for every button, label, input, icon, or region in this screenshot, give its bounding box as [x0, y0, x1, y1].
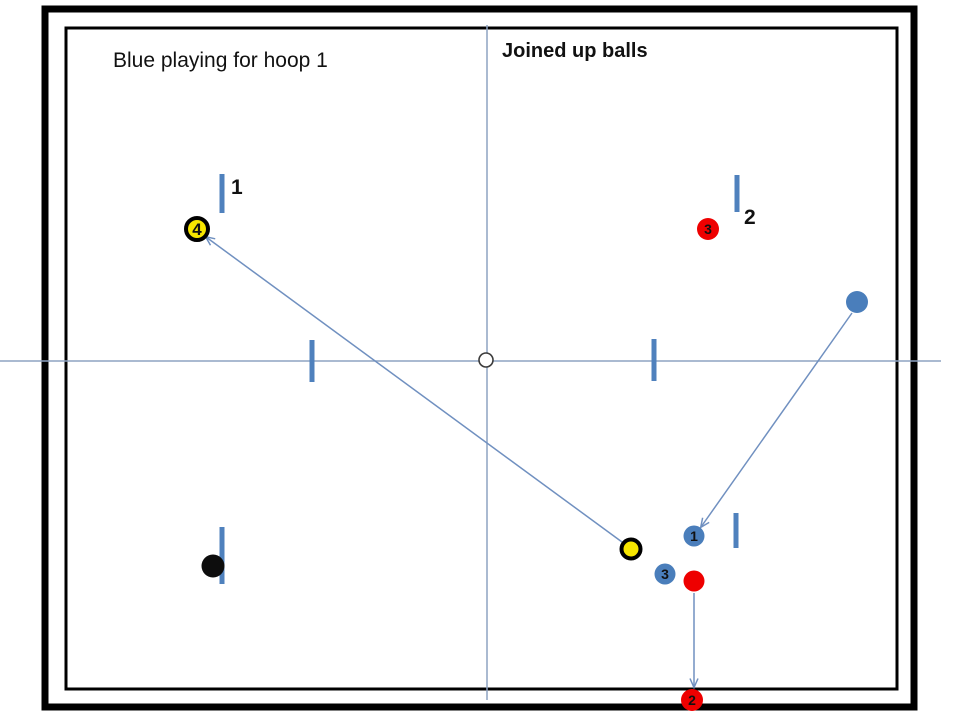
- red-ball-position-2-label: 2: [688, 692, 696, 708]
- red-ball-position-3: [697, 218, 719, 240]
- blue-ball-position-3: [654, 563, 676, 585]
- caption-left: Blue playing for hoop 1: [113, 49, 328, 72]
- blue-ball: [846, 291, 868, 313]
- yellow-ball-position-4: [184, 216, 210, 242]
- red-ball: [683, 570, 705, 592]
- inner-border: [64, 26, 899, 691]
- arrow-blue-to-position-1: [699, 312, 853, 529]
- red-ball-position-3-label: 3: [704, 221, 712, 237]
- blue-ball-position-1: [683, 525, 705, 547]
- black-ball: [201, 554, 225, 578]
- caption-right: Joined up balls: [502, 40, 648, 62]
- hoop-2-label: 2: [744, 206, 756, 229]
- yellow-ball-position-4-label: 4: [192, 220, 202, 239]
- hoop-1-label: 1: [231, 176, 243, 199]
- blue-ball-position-1-label: 1: [690, 528, 698, 544]
- blue-ball-position-3-label: 3: [661, 566, 669, 582]
- center-peg-icon: [478, 352, 494, 368]
- arrow-yellow-to-position-4: [204, 235, 623, 543]
- pieces-layer: 4 3 1 3 2: [184, 174, 868, 711]
- outer-border: [41, 5, 918, 711]
- red-ball-position-2: [681, 689, 703, 711]
- yellow-ball: [619, 537, 643, 561]
